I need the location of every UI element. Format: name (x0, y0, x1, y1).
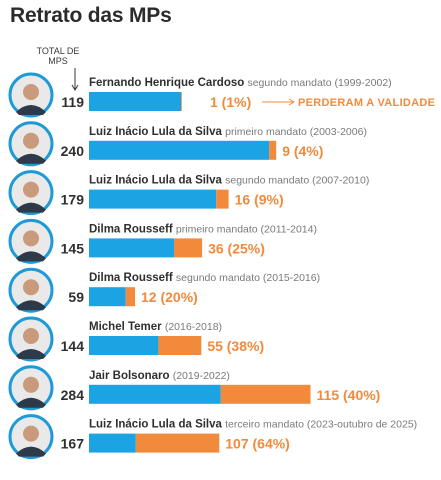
term-period: (2016-2018) (165, 321, 222, 333)
president-row: 145 Dilma Rousseff primeiro mandato (2011… (8, 218, 317, 264)
lost-value-label: 107 (64%) (225, 436, 290, 452)
president-name: Michel Temer (2016-2018) (89, 321, 222, 333)
avatar-head (23, 328, 39, 344)
president-name-text: Dilma Rousseff (89, 272, 176, 284)
president-row: 284 Jair Bolsonaro (2019-2022) 115 (40%) (8, 365, 381, 411)
total-value: 119 (61, 94, 84, 110)
avatar-shoulders (16, 202, 46, 213)
bar-kept (89, 189, 217, 209)
avatar-shoulders (16, 397, 46, 408)
annotation-note: PERDERAM A VALIDADE (298, 97, 435, 109)
lost-value-label: 115 (40%) (317, 387, 381, 403)
bar-lost (135, 433, 220, 453)
bar-kept (89, 336, 159, 355)
total-value: 284 (61, 387, 85, 403)
president-name: Dilma Rousseff segundo mandato (2015-201… (89, 272, 320, 284)
president-name-text: Fernando Henrique Cardoso (89, 77, 247, 89)
lost-value-label: 9 (4%) (282, 143, 323, 159)
down-arrow-icon (71, 68, 79, 91)
bar-lost (174, 238, 203, 258)
president-name: Luiz Inácio Lula da Silva segundo mandat… (89, 175, 369, 187)
annotation-arrow-head (288, 98, 295, 106)
avatar-shoulders (16, 251, 46, 262)
term-period: primeiro mandato (2003-2006) (225, 126, 367, 138)
avatar-shoulders (16, 349, 46, 359)
president-row: 119 Fernando Henrique Cardoso segundo man… (8, 72, 435, 118)
term-period: segundo mandato (2007-2010) (225, 175, 369, 187)
total-column-header-line2: MPS (48, 56, 68, 66)
avatar-head (23, 132, 39, 149)
bar-kept (89, 287, 126, 307)
president-name-text: Jair Bolsonaro (89, 370, 173, 382)
president-row: 59 Dilma Rousseff segundo mandato (2015-2… (8, 267, 320, 313)
total-value: 59 (68, 289, 84, 305)
lost-value-label: 55 (38%) (207, 338, 264, 354)
bar-lost (125, 287, 136, 307)
president-row: 240 Luiz Inácio Lula da Silva primeiro ma… (8, 121, 367, 167)
bar-lost (181, 92, 182, 111)
term-period: terceiro mandato (2023-outubro de 2025) (225, 419, 417, 431)
lost-value-label: 1 (1%) (210, 94, 251, 110)
president-name: Luiz Inácio Lula da Silva primeiro manda… (89, 126, 367, 138)
chart-title: Retrato das MPs (10, 4, 172, 27)
avatar-shoulders (16, 300, 46, 311)
term-period: segundo mandato (2015-2016) (176, 272, 320, 284)
term-period: primeiro mandato (2011-2014) (176, 223, 317, 235)
total-value: 240 (61, 143, 85, 159)
bar-kept (89, 140, 270, 160)
bar-lost (216, 189, 229, 209)
total-value: 167 (61, 436, 85, 452)
avatar-head (23, 181, 39, 198)
term-period: segundo mandato (1999-2002) (247, 77, 391, 89)
avatar-shoulders (16, 105, 46, 115)
bar-kept (89, 238, 175, 258)
president-name-text: Luiz Inácio Lula da Silva (89, 175, 225, 187)
avatar-head (23, 84, 39, 100)
president-name: Jair Bolsonaro (2019-2022) (89, 370, 230, 382)
avatar-head (23, 376, 39, 393)
bar-kept (89, 384, 221, 404)
bar-kept (89, 92, 182, 111)
avatar-head (23, 425, 39, 442)
bar-kept (89, 433, 136, 453)
president-row: 144 Michel Temer (2016-2018) 55 (38%) (8, 316, 264, 362)
lost-value-label: 12 (20%) (141, 289, 198, 305)
term-period: (2019-2022) (173, 370, 230, 382)
avatar-head (23, 230, 39, 247)
avatar-shoulders (16, 153, 46, 164)
total-value: 179 (61, 192, 85, 208)
avatar-head (23, 279, 39, 296)
president-name-text: Luiz Inácio Lula da Silva (89, 126, 225, 138)
lost-value-label: 36 (25%) (208, 240, 265, 256)
lost-value-label: 16 (9%) (235, 192, 284, 208)
total-value: 144 (61, 338, 85, 354)
president-name: Luiz Inácio Lula da Silva terceiro manda… (89, 419, 417, 431)
avatar-shoulders (16, 446, 46, 457)
president-name-text: Dilma Rousseff (89, 223, 176, 235)
president-row: 179 Luiz Inácio Lula da Silva segundo man… (8, 170, 369, 216)
president-name-text: Michel Temer (89, 321, 165, 333)
president-name: Dilma Rousseff primeiro mandato (2011-20… (89, 223, 317, 235)
president-name-text: Luiz Inácio Lula da Silva (89, 419, 225, 431)
president-row: 167 Luiz Inácio Lula da Silva terceiro ma… (8, 414, 417, 460)
total-value: 145 (61, 240, 85, 256)
total-column-header: TOTAL DE MPS (30, 46, 86, 66)
bar-lost (269, 140, 277, 160)
president-name: Fernando Henrique Cardoso segundo mandat… (89, 77, 392, 89)
bar-lost (220, 384, 311, 404)
total-column-header-line1: TOTAL DE (36, 46, 80, 56)
bar-lost (158, 336, 202, 355)
